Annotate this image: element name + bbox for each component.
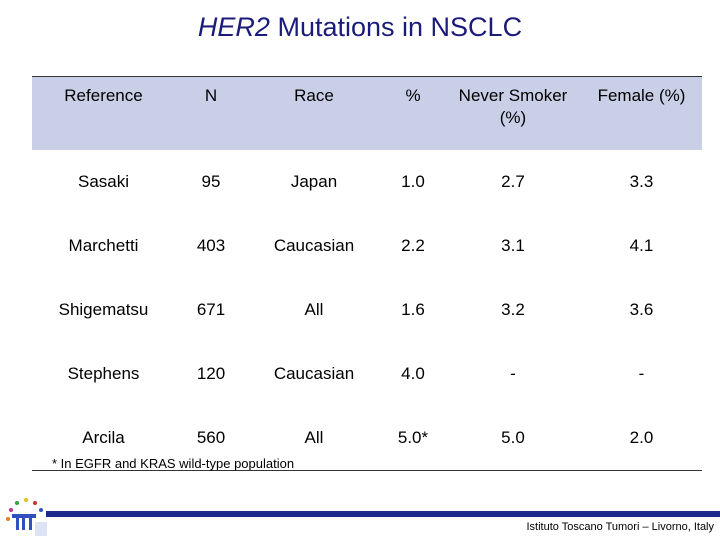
header-reference: Reference xyxy=(32,76,175,150)
cell-percent: 1.6 xyxy=(401,300,425,319)
cell-reference: Sasaki xyxy=(77,172,130,191)
cell-race: All xyxy=(304,300,324,319)
institution-credit: Istituto Toscano Tumori – Livorno, Italy xyxy=(526,521,715,533)
cell-race: Caucasian xyxy=(273,364,355,383)
cell-reference: Arcila xyxy=(32,406,175,471)
table-row: Sasaki 95 Japan 1.0 2.7 3.3 xyxy=(32,150,702,214)
cell-n: 403 xyxy=(196,236,226,255)
header-female: Female (%) xyxy=(581,76,702,150)
cell-n: 120 xyxy=(196,364,226,383)
cell-reference: Stephens xyxy=(67,364,140,383)
table-footnote: * In EGFR and KRAS wild-type population xyxy=(52,456,295,471)
her2-mutation-table: Reference N Race % Never Smoker (%) Fema… xyxy=(32,76,702,471)
table-row: Arcila 560 All 5.0* 5.0 2.0 xyxy=(32,406,702,471)
table-row: Stephens 120 Caucasian 4.0 - - xyxy=(32,342,702,406)
header-never-smoker: Never Smoker (%) xyxy=(445,76,581,150)
slide-title: HER2 Mutations in NSCLC xyxy=(0,12,720,43)
cell-never-smoker: - xyxy=(510,364,516,383)
cell-never-smoker: 2.7 xyxy=(501,172,525,191)
cell-reference: Shigematsu xyxy=(58,300,149,319)
cell-female: - xyxy=(638,364,645,383)
cell-female: 2.0 xyxy=(581,406,702,471)
header-race: Race xyxy=(247,76,381,150)
cell-never-smoker: 3.2 xyxy=(501,300,525,319)
table-row: Shigematsu 671 All 1.6 3.2 3.6 xyxy=(32,278,702,342)
header-percent: % xyxy=(381,76,445,150)
cell-percent: 4.0 xyxy=(401,364,425,383)
cell-race: Caucasian xyxy=(273,236,355,255)
cell-female: 3.6 xyxy=(629,300,654,319)
title-rest: Mutations in NSCLC xyxy=(277,12,523,42)
table-header-row: Reference N Race % Never Smoker (%) Fema… xyxy=(32,76,702,150)
cell-percent: 5.0* xyxy=(381,406,445,471)
cell-reference: Marchetti xyxy=(68,236,139,255)
cell-n: 95 xyxy=(201,172,221,191)
cell-never-smoker: 3.1 xyxy=(501,236,525,255)
cell-never-smoker: 5.0 xyxy=(445,406,581,471)
cell-n: 560 xyxy=(175,406,247,471)
cell-percent: 2.2 xyxy=(401,236,425,255)
cell-female: 4.1 xyxy=(629,236,654,255)
cell-percent: 1.0 xyxy=(401,172,425,191)
header-n: N xyxy=(175,76,247,150)
bottom-accent-bar xyxy=(46,511,720,517)
title-gene: HER2 xyxy=(197,12,270,42)
cell-female: 3.3 xyxy=(629,172,654,191)
cell-race: Japan xyxy=(290,172,338,191)
cell-n: 671 xyxy=(196,300,226,319)
cell-race: All xyxy=(247,406,381,471)
table-row: Marchetti 403 Caucasian 2.2 3.1 4.1 xyxy=(32,214,702,278)
institute-logo-icon xyxy=(6,498,47,536)
